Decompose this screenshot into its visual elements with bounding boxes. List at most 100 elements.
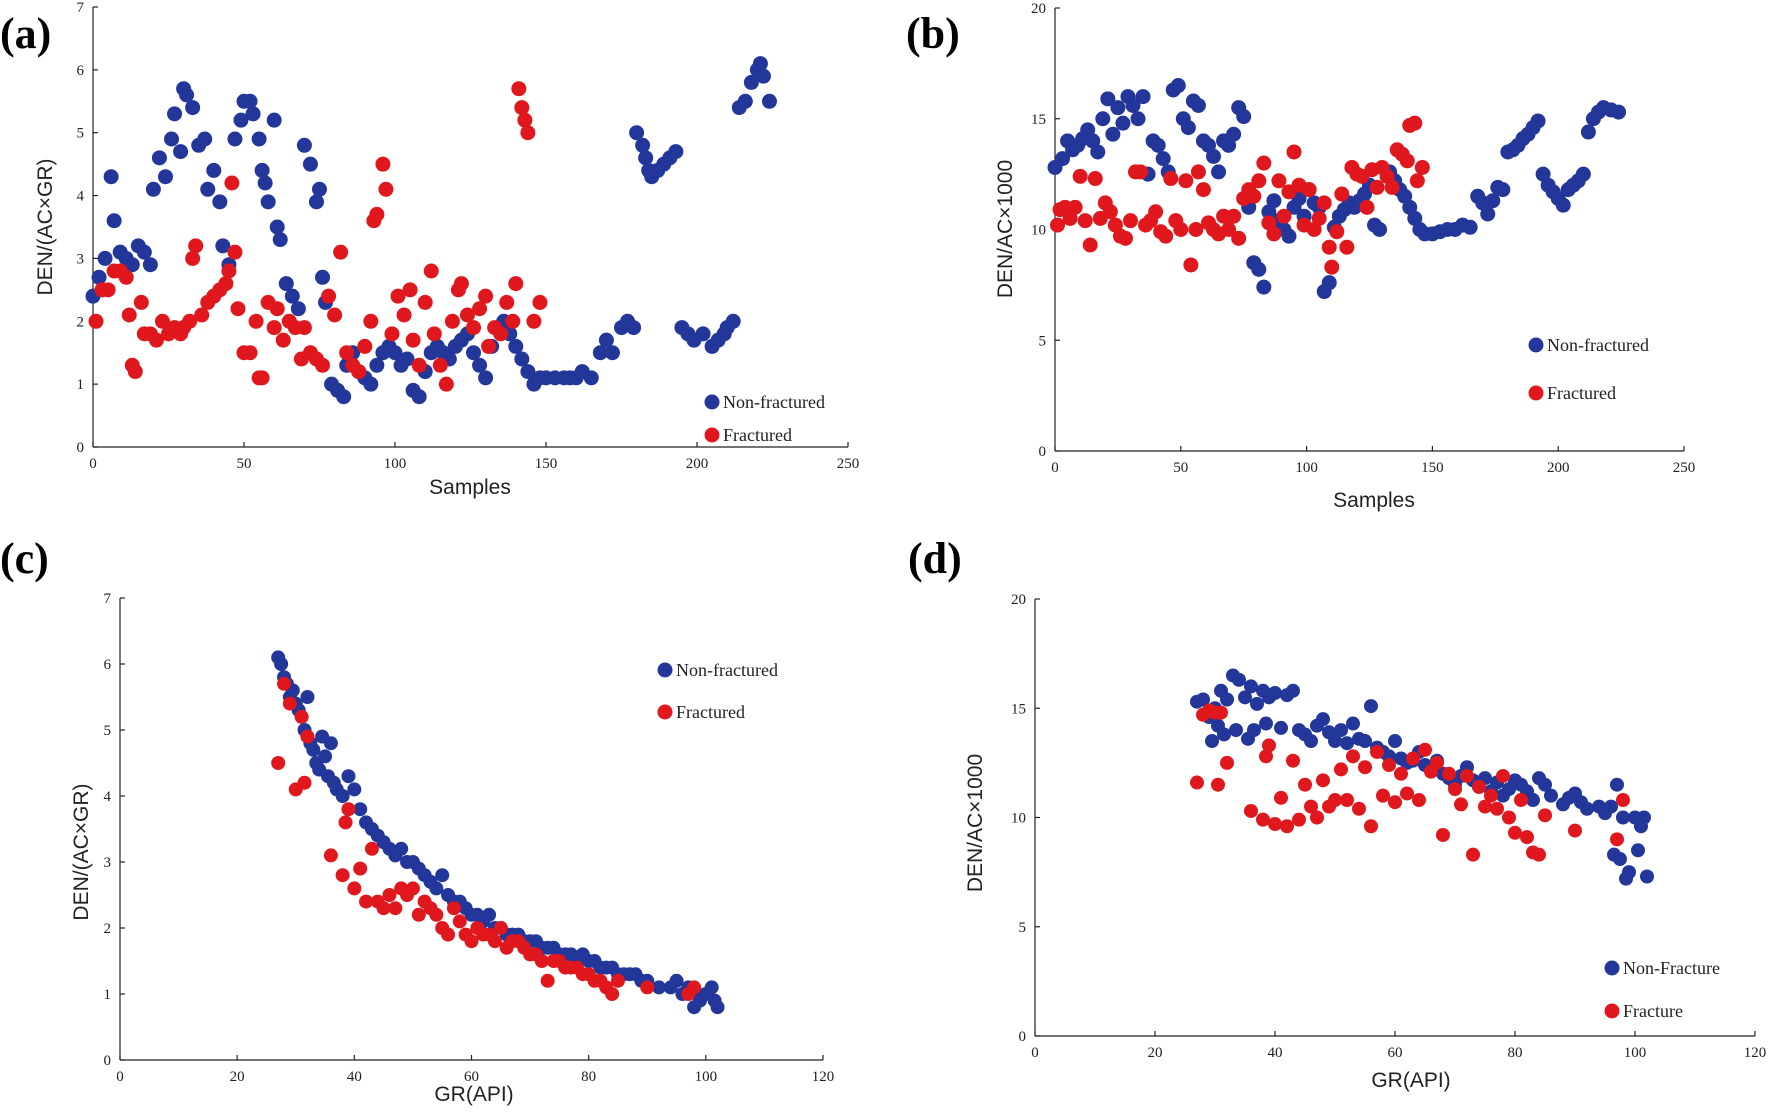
data-point — [669, 973, 684, 988]
data-point — [1304, 734, 1318, 749]
data-point — [1190, 97, 1206, 113]
legend-label: Fractured — [1547, 383, 1616, 403]
data-point — [466, 320, 482, 336]
data-point — [308, 194, 324, 210]
data-point — [157, 169, 173, 185]
x-tick-label: 40 — [347, 1069, 362, 1085]
panel-label: (a) — [0, 9, 51, 58]
data-point — [145, 181, 161, 197]
data-point — [294, 709, 309, 724]
data-point — [1229, 723, 1243, 738]
panel-label: (d) — [908, 534, 962, 583]
data-point — [446, 901, 461, 916]
data-point — [638, 150, 654, 166]
data-point — [1298, 777, 1312, 792]
data-point — [269, 219, 285, 235]
data-point — [257, 175, 273, 191]
data-point — [1394, 766, 1408, 781]
data-point — [327, 307, 343, 323]
data-point — [300, 729, 315, 744]
x-tick-label: 20 — [1148, 1045, 1163, 1061]
x-tick-label: 0 — [116, 1069, 124, 1085]
data-point — [432, 357, 448, 373]
data-point — [1414, 159, 1430, 175]
data-point — [296, 137, 312, 153]
data-point — [517, 112, 533, 128]
data-point — [472, 301, 488, 317]
data-point — [215, 238, 231, 254]
legend-label: Non-fractured — [1547, 335, 1649, 355]
data-point — [508, 338, 524, 354]
y-tick-label: 2 — [77, 314, 85, 330]
data-point — [197, 131, 213, 147]
data-point — [382, 888, 397, 902]
data-point — [687, 980, 702, 995]
data-point — [351, 364, 367, 380]
data-point — [1067, 199, 1083, 215]
data-point — [402, 282, 418, 298]
data-point — [1334, 723, 1348, 738]
data-point — [323, 736, 338, 751]
data-point — [173, 144, 189, 160]
data-point — [1262, 738, 1276, 753]
data-point — [635, 137, 651, 153]
data-point — [1490, 801, 1504, 816]
data-point — [300, 690, 315, 704]
panel-label: (b) — [906, 9, 960, 58]
data-point — [1280, 819, 1294, 834]
y-tick-label: 15 — [1031, 112, 1046, 128]
data-point — [97, 250, 113, 266]
data-point — [1613, 852, 1627, 867]
data-point — [1122, 213, 1138, 229]
data-point — [266, 112, 282, 128]
data-point — [1388, 734, 1402, 749]
data-point — [1077, 213, 1093, 229]
data-point — [233, 112, 249, 128]
data-point — [290, 301, 306, 317]
data-point — [417, 294, 433, 310]
data-point — [640, 980, 655, 995]
data-point — [230, 301, 246, 317]
data-point — [1334, 762, 1348, 777]
data-point — [1575, 166, 1591, 182]
data-point — [206, 162, 222, 178]
data-point — [1364, 699, 1378, 714]
data-point — [341, 802, 356, 817]
data-point — [1244, 803, 1258, 818]
series-fractured — [1050, 115, 1430, 275]
data-point — [1268, 685, 1282, 700]
data-point — [1072, 168, 1088, 184]
data-point — [245, 106, 261, 122]
data-point — [704, 980, 719, 995]
legend-label: Fracture — [1623, 1001, 1683, 1021]
data-point — [1135, 89, 1151, 105]
data-point — [142, 257, 158, 273]
legend-marker — [1528, 385, 1544, 401]
x-axis-title: GR(API) — [1371, 1069, 1450, 1092]
data-point — [227, 244, 243, 260]
data-point — [375, 156, 391, 172]
data-point — [1310, 810, 1324, 825]
data-point — [1133, 164, 1149, 180]
data-point — [1105, 126, 1121, 142]
y-tick-label: 6 — [104, 657, 112, 673]
x-tick-label: 20 — [230, 1069, 245, 1085]
data-point — [668, 144, 684, 160]
y-tick-label: 0 — [104, 1053, 112, 1069]
data-point — [626, 320, 642, 336]
data-point — [1125, 97, 1141, 113]
data-point — [1520, 830, 1534, 845]
data-point — [1110, 100, 1126, 116]
legend: Non-fractured Fractured — [1528, 335, 1649, 403]
x-axis-title: Samples — [429, 476, 511, 499]
y-axis-title: DEN/(AC×GR) — [34, 158, 57, 295]
data-point — [1538, 808, 1552, 823]
data-point — [1286, 753, 1300, 768]
y-tick-label: 6 — [77, 63, 85, 79]
data-point — [1508, 825, 1522, 840]
y-tick-label: 15 — [1011, 701, 1026, 717]
data-point — [212, 194, 228, 210]
legend-marker — [1604, 1003, 1620, 1019]
data-point — [1484, 788, 1498, 803]
x-tick-label: 0 — [89, 456, 97, 472]
